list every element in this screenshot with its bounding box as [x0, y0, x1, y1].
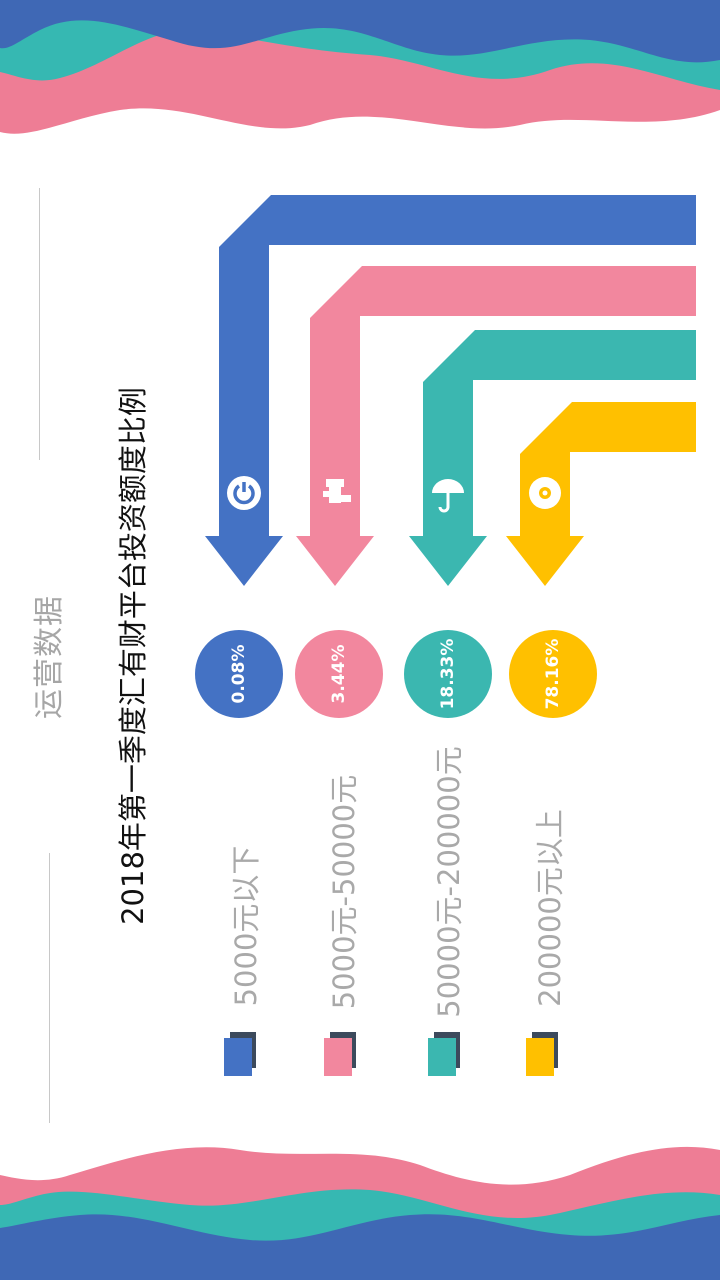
- category-label-0: 5000元以下: [229, 845, 263, 1007]
- faucet-icon: [323, 479, 351, 503]
- arrow-2: [409, 330, 696, 586]
- category-label-3: 200000元以上: [533, 809, 567, 1007]
- value-label-0: 0.08%: [229, 644, 249, 704]
- arrow-0: [205, 195, 696, 586]
- value-label-1: 3.44%: [329, 644, 349, 704]
- top-wave-blue: [0, 0, 720, 63]
- arrow-1: [296, 266, 696, 586]
- legend-swatch-2: [428, 1038, 456, 1076]
- value-circle-2: [404, 630, 492, 718]
- value-circle-3: [509, 630, 597, 718]
- value-label-2: 18.33%: [438, 638, 458, 710]
- disc-icon: [529, 477, 561, 509]
- category-label-1: 5000元-50000元: [327, 774, 361, 1010]
- arrow-group: [205, 195, 696, 586]
- legend-group: [224, 1032, 558, 1076]
- umbrella-icon: [432, 479, 464, 513]
- divider-line-bottom: [49, 853, 50, 1123]
- value-circle-group: [195, 630, 597, 718]
- value-circle-0: [195, 630, 283, 718]
- arrow-3: [506, 402, 696, 586]
- bottom-wave-blue: [0, 1214, 720, 1280]
- category-label-2: 50000元-200000元: [432, 746, 466, 1018]
- value-label-3: 78.16%: [543, 638, 563, 710]
- value-circle-1: [295, 630, 383, 718]
- legend-swatch-1: [324, 1038, 352, 1076]
- divider-line-top: [39, 188, 40, 460]
- legend-swatch-3: [526, 1038, 554, 1076]
- legend-swatch-0: [224, 1038, 252, 1076]
- power-icon: [227, 476, 261, 510]
